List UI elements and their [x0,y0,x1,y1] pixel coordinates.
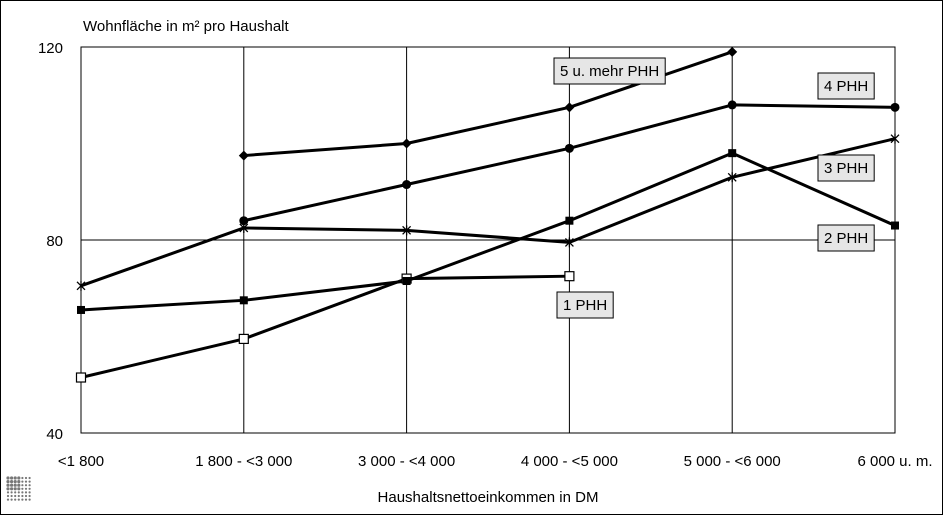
data-point [402,277,411,286]
data-point [402,225,412,236]
series-label-text: 4 PHH [824,78,868,95]
data-point [727,46,738,57]
x-tick-label: 6 000 u. m. [857,453,932,470]
data-point [890,102,900,112]
dot-grid-logo [6,476,31,501]
y-axis-title: Wohnfläche in m² pro Haushalt [83,18,289,35]
series-line [80,137,896,288]
data-point [891,221,899,230]
x-tick-label: 5 000 - <6 000 [684,453,781,470]
series-line [80,151,896,312]
data-point [239,216,249,226]
data-point [238,150,249,161]
y-tick-label: 40 [46,426,63,443]
y-tick-label: 80 [46,233,63,250]
series-label-text: 2 PHH [824,230,868,247]
data-point [890,133,900,144]
tick-labels: 40 80 120 <1 800 1 800 - <3 000 3 000 - <4 00… [38,40,933,470]
data-point [401,138,412,149]
x-tick-label: 1 800 - <3 000 [195,453,292,470]
x-tick-label: <1 800 [58,453,104,470]
series-label: 1 PHH [556,291,614,319]
series-label-text: 5 u. mehr PHH [560,63,659,80]
data-point [239,296,248,305]
data-point [238,333,249,345]
data-point [76,280,86,291]
data-point [564,271,575,282]
y-tick-label: 120 [38,40,63,57]
data-point [402,180,412,190]
series-line [80,274,570,379]
series-label: 2 PHH [817,224,875,252]
data-point [564,143,574,153]
data-point [564,237,574,248]
data-point [77,305,85,314]
data-point [565,216,574,225]
series-label-text: 3 PHH [824,160,868,177]
series-markers [75,46,900,383]
x-tick-label: 4 000 - <5 000 [521,453,618,470]
data-point [727,100,737,110]
series-label: 4 PHH [817,72,875,100]
series-labels: 1 PHH 2 PHH 3 PHH 4 PHH 5 u. mehr PHH [553,57,875,319]
data-point [75,372,87,383]
series-label: 5 u. mehr PHH [553,57,666,85]
data-point [564,102,575,113]
x-axis-title: Haushaltsnettoeinkommen in DM [378,489,599,506]
data-point [727,172,737,183]
data-point [728,149,737,158]
series-label: 3 PHH [817,154,875,182]
series-label-text: 1 PHH [563,297,607,314]
x-tick-label: 3 000 - <4 000 [358,453,455,470]
